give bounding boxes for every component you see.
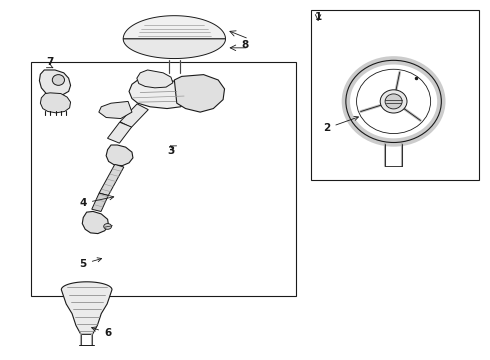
Ellipse shape [52,75,65,85]
Polygon shape [40,93,71,113]
Polygon shape [106,145,133,166]
Polygon shape [120,104,148,127]
Bar [30,62,296,296]
Polygon shape [107,122,132,143]
Text: 5: 5 [79,258,101,269]
Polygon shape [174,75,224,112]
Polygon shape [137,70,173,88]
Text: 6: 6 [92,327,111,338]
Polygon shape [99,102,132,118]
Polygon shape [123,16,225,39]
Text: 3: 3 [167,147,174,157]
Polygon shape [92,193,108,211]
Polygon shape [123,39,225,59]
Polygon shape [129,78,186,109]
Text: 7: 7 [47,57,54,67]
Polygon shape [99,165,124,195]
Text: 2: 2 [323,116,359,133]
Text: 4: 4 [79,195,114,208]
Polygon shape [39,70,71,96]
Text: 8: 8 [242,40,248,50]
Ellipse shape [380,90,407,113]
Bar [311,10,479,180]
Circle shape [104,224,112,229]
Polygon shape [61,282,112,334]
Polygon shape [82,211,109,234]
Text: 1: 1 [315,12,322,22]
Ellipse shape [385,94,402,109]
